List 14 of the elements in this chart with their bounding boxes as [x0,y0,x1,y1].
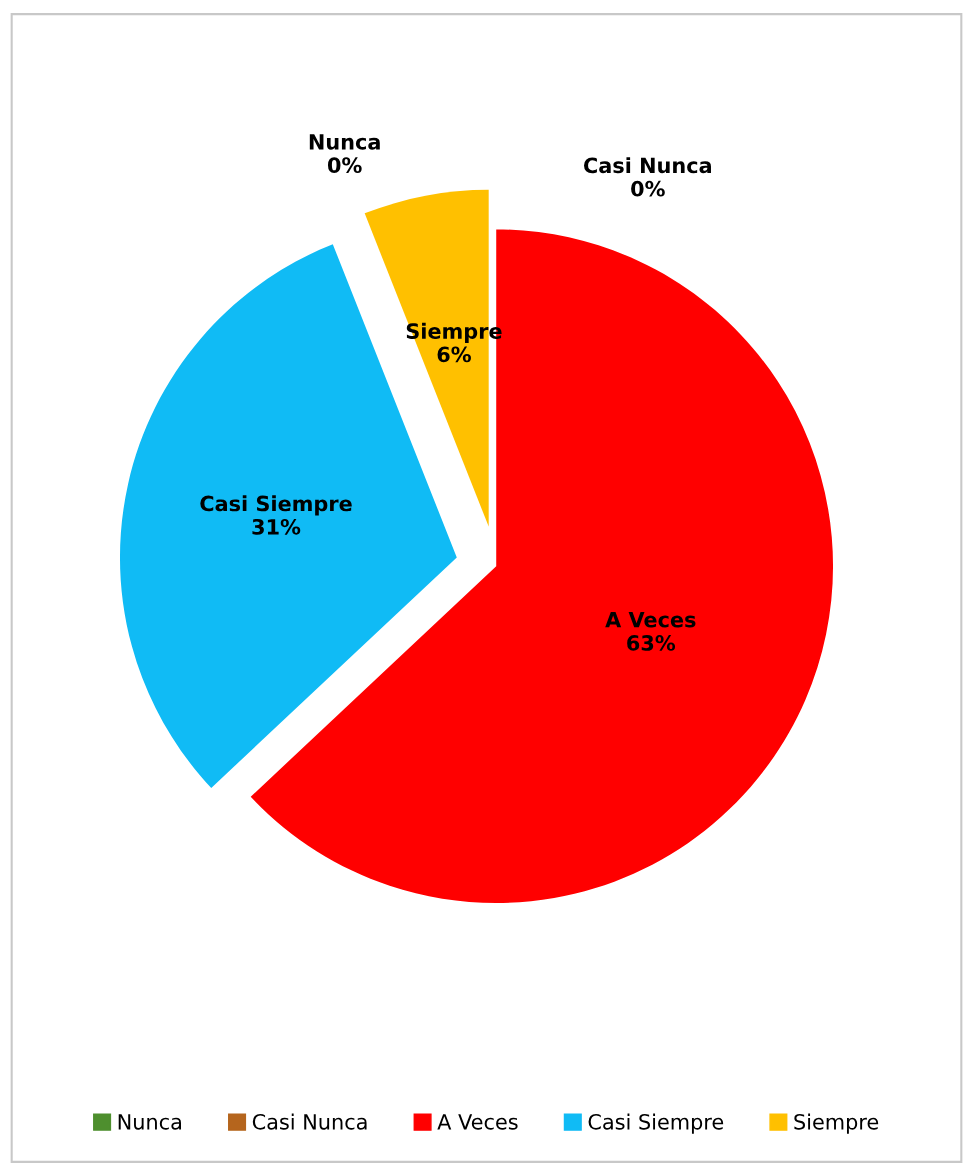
legend-label: A Veces [437,1114,518,1130]
category-label: Casi Nunca [584,157,711,174]
category-label: Nunca [309,134,380,150]
slice-label: A Veces [605,612,696,628]
slice-label: Casi Siempre [200,495,352,516]
data-label: 63% [627,635,676,651]
legend-label: Nunca [118,1114,181,1130]
legend-label: Siempre [794,1113,879,1134]
text: 0% [327,157,362,174]
data-label: 31% [252,518,301,535]
legend-label: Casi Nunca [252,1113,367,1130]
data-label: 6% [437,346,471,363]
legend-label: Casi Siempre [588,1113,724,1134]
text: 0% [631,180,665,197]
